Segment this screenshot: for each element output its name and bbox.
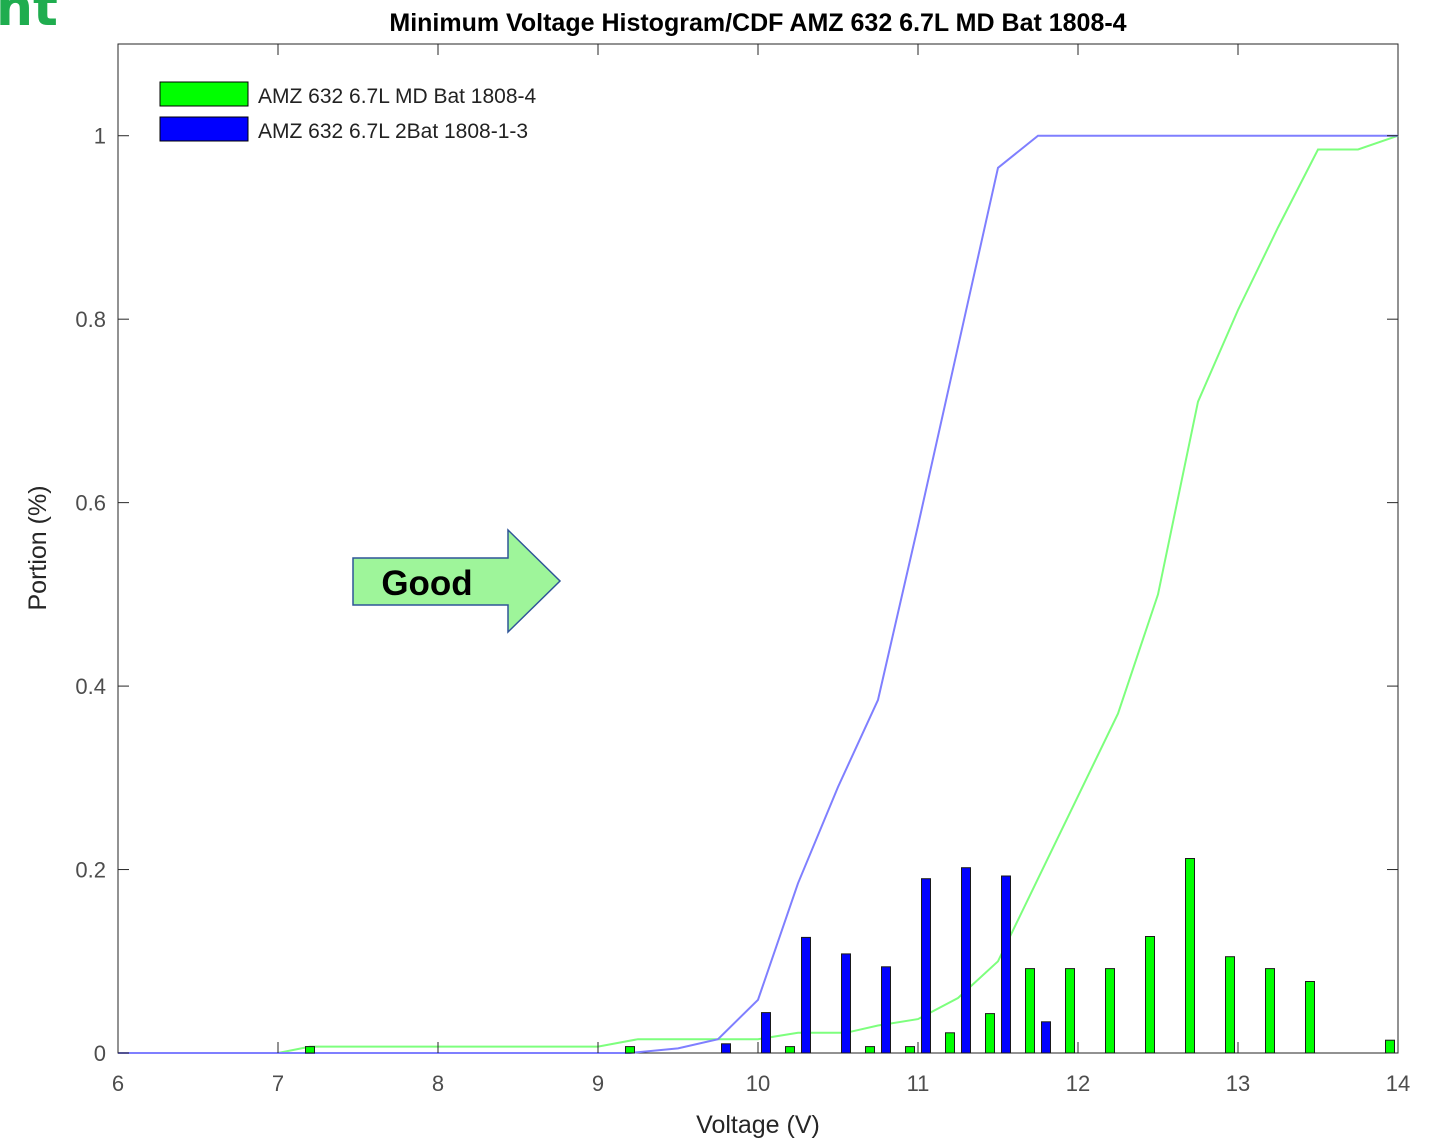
histogram-bar-series-2 xyxy=(1041,1021,1051,1054)
histogram-bar-series-1 xyxy=(945,1032,955,1054)
plot-area xyxy=(117,43,1399,1054)
histogram-bar-series-1 xyxy=(1065,968,1075,1054)
histogram-bar-series-2 xyxy=(721,1043,731,1054)
x-tick-label: 11 xyxy=(907,1071,930,1096)
legend-label-series-2: AMZ 632 6.7L 2Bat 1808-1-3 xyxy=(258,120,528,143)
y-tick-label: 0.8 xyxy=(75,307,106,332)
cdf-line-series-2 xyxy=(118,134,1398,1054)
y-tick-label: 1 xyxy=(94,124,106,149)
y-tick-label: 0.2 xyxy=(75,858,106,883)
y-tick-label: 0.6 xyxy=(75,491,106,516)
y-tick-label: 0.4 xyxy=(75,674,106,699)
x-tick-label: 7 xyxy=(272,1071,284,1096)
histogram-bar-series-1 xyxy=(625,1046,635,1054)
x-tick-label: 14 xyxy=(1386,1071,1410,1096)
histogram-bar-series-1 xyxy=(905,1046,915,1054)
histogram-bars xyxy=(305,858,1395,1054)
histogram-bar-series-2 xyxy=(761,1012,771,1054)
x-tick-label: 9 xyxy=(592,1071,604,1096)
arrow-shape xyxy=(352,528,562,634)
histogram-bar-series-2 xyxy=(801,936,811,1054)
histogram-bar-series-1 xyxy=(785,1046,795,1054)
histogram-bar-series-1 xyxy=(1025,968,1035,1054)
histogram-bar-series-1 xyxy=(1265,968,1275,1054)
legend-swatch-series-2 xyxy=(159,116,249,142)
x-tick-label: 6 xyxy=(112,1071,124,1096)
legend: AMZ 632 6.7L MD Bat 1808-4 AMZ 632 6.7L … xyxy=(159,81,537,143)
histogram-bar-series-1 xyxy=(1145,936,1155,1054)
axes: 6 7 8 9 10 11 12 13 14 0 0.2 0.4 0.6 0.8 1 xyxy=(75,44,1410,1096)
cdf-lines xyxy=(118,134,1399,1054)
x-axis-label: Voltage (V) xyxy=(696,1111,820,1139)
histogram-bar-series-1 xyxy=(1105,968,1115,1054)
good-arrow-callout: Good xyxy=(352,528,562,634)
corner-text-fragment: nt xyxy=(0,0,58,38)
histogram-bar-series-1 xyxy=(1385,1039,1395,1054)
x-tick-label: 10 xyxy=(746,1071,770,1096)
histogram-bar-series-2 xyxy=(1001,875,1011,1054)
arrow-label: Good xyxy=(381,564,472,603)
x-tick-label: 13 xyxy=(1226,1071,1250,1096)
histogram-bar-series-2 xyxy=(921,878,931,1054)
cdf-line-series-1 xyxy=(118,134,1399,1054)
histogram-bar-series-1 xyxy=(1305,981,1315,1054)
y-tick-label: 0 xyxy=(94,1041,106,1066)
x-tick-label: 12 xyxy=(1066,1071,1090,1096)
histogram-bar-series-2 xyxy=(841,953,851,1054)
legend-label-series-1: AMZ 632 6.7L MD Bat 1808-4 xyxy=(258,85,537,108)
histogram-bar-series-1 xyxy=(1185,858,1195,1054)
x-tick-label: 8 xyxy=(432,1071,444,1096)
chart-title: Minimum Voltage Histogram/CDF AMZ 632 6.… xyxy=(389,9,1126,37)
histogram-bar-series-1 xyxy=(865,1046,875,1054)
histogram-bar-series-1 xyxy=(985,1013,995,1054)
histogram-bar-series-2 xyxy=(961,867,971,1054)
histogram-bar-series-1 xyxy=(305,1046,315,1054)
histogram-bar-series-1 xyxy=(1225,956,1235,1054)
histogram-bar-series-2 xyxy=(881,966,891,1054)
legend-swatch-series-1 xyxy=(159,81,249,107)
y-axis-label: Portion (%) xyxy=(24,485,52,610)
